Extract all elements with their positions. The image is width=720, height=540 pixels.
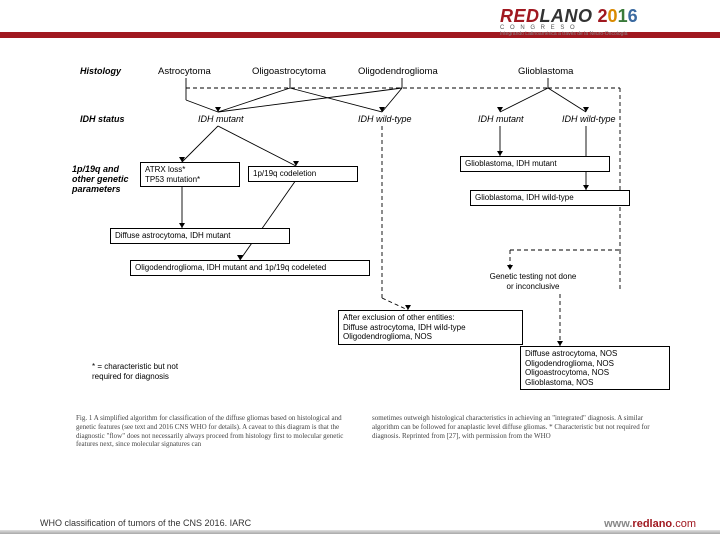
url-www: www. [604, 518, 632, 530]
box-codeletion: 1p/19q codeletion [248, 166, 358, 182]
logo-tagline: Integrando Latinoamérica a través de la … [500, 31, 700, 37]
box-diffuse-astro-text: Diffuse astrocytoma, IDH mutant [115, 231, 230, 240]
idh-mutant-glio: IDH mutant [478, 114, 524, 124]
logo-red: RED [500, 6, 540, 26]
box-glio-mutant: Glioblastoma, IDH mutant [460, 156, 610, 172]
box-atrx: ATRX loss* TP53 mutation* [140, 162, 240, 187]
footer-band [0, 530, 720, 534]
box-nos-text: Diffuse astrocytoma, NOS Oligodendroglio… [525, 349, 617, 387]
box-oligo-codel-text: Oligodendroglioma, IDH mutant and 1p/19q… [135, 263, 326, 272]
box-after-excl-text: After exclusion of other entities: Diffu… [343, 313, 466, 341]
box-glio-mutant-text: Glioblastoma, IDH mutant [465, 159, 557, 168]
hist-astrocytoma: Astrocytoma [158, 66, 211, 77]
hist-glioblastoma: Glioblastoma [518, 66, 573, 77]
slide-footer: WHO classification of tumors of the CNS … [0, 504, 720, 540]
fig-caption-left: Fig. 1 A simplified algorithm for classi… [76, 414, 356, 449]
box-diffuse-astro-mutant: Diffuse astrocytoma, IDH mutant [110, 228, 290, 244]
hist-oligoastrocytoma: Oligoastrocytoma [252, 66, 326, 77]
logo-lano: LANO [540, 6, 593, 26]
hist-oligodendroglioma: Oligodendroglioma [358, 66, 438, 77]
row-label-idh: IDH status [80, 114, 125, 124]
note-inconclusive: Genetic testing not done or inconclusive [468, 272, 598, 291]
slide-header: REDLANO 2016 C O N G R E S O Integrando … [0, 0, 720, 50]
url-tld: .com [672, 518, 696, 530]
box-glio-wild-text: Glioblastoma, IDH wild-type [475, 193, 574, 202]
row-label-histology: Histology [80, 66, 121, 76]
idh-mutant-left: IDH mutant [198, 114, 244, 124]
box-after-exclusion: After exclusion of other entities: Diffu… [338, 310, 523, 345]
box-oligo-codeleted: Oligodendroglioma, IDH mutant and 1p/19q… [130, 260, 370, 276]
redlano-logo: REDLANO 2016 C O N G R E S O Integrando … [500, 6, 700, 34]
box-glio-wild: Glioblastoma, IDH wild-type [470, 190, 630, 206]
fig-caption-right: sometimes outweigh histological characte… [372, 414, 652, 440]
diagram-canvas: Histology IDH status 1p/19q and other ge… [0, 50, 720, 480]
idh-wild-glio: IDH wild-type [562, 114, 616, 124]
box-nos: Diffuse astrocytoma, NOS Oligodendroglio… [520, 346, 670, 390]
note-asterisk: * = characteristic but not required for … [92, 362, 178, 381]
box-atrx-text: ATRX loss* TP53 mutation* [145, 165, 200, 184]
footer-url: www.redlano.com [604, 518, 696, 530]
footer-citation: WHO classification of tumors of the CNS … [40, 518, 251, 528]
url-host: redlano [632, 518, 672, 530]
idh-wild-mid: IDH wild-type [358, 114, 412, 124]
box-codeletion-text: 1p/19q codeletion [253, 169, 316, 178]
row-label-genetic: 1p/19q and other genetic parameters [72, 164, 142, 194]
logo-year: 2016 [593, 6, 638, 26]
